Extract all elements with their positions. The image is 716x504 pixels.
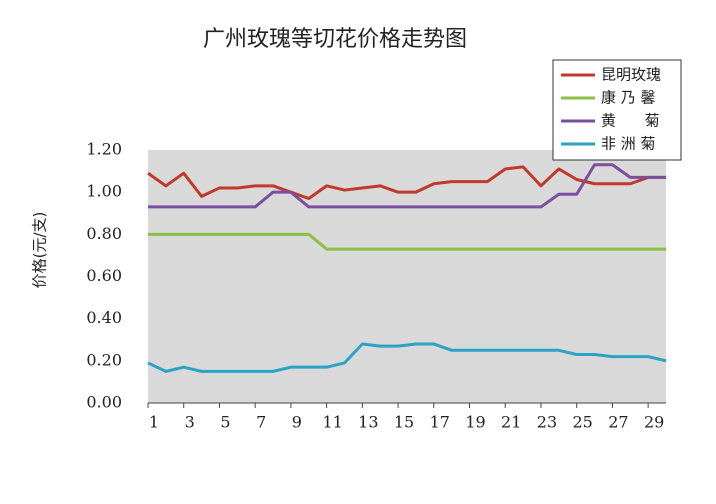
line-series xyxy=(147,342,667,373)
line-series xyxy=(148,163,666,209)
x-tick-label: 7 xyxy=(256,413,266,432)
y-tick-label: 0.00 xyxy=(86,393,122,412)
y-tick-label: 0.20 xyxy=(86,350,122,369)
y-tick-label: 1.00 xyxy=(86,182,122,201)
line-series xyxy=(148,232,666,251)
y-axis-label: 价格(元/支) xyxy=(31,212,49,289)
x-tick-label: 11 xyxy=(322,413,342,432)
x-tick-label: 9 xyxy=(292,413,302,432)
y-tick-label: 0.80 xyxy=(86,224,122,243)
chart-title: 广州玫瑰等切花价格走势图 xyxy=(203,27,467,52)
y-tick-label: 1.20 xyxy=(86,140,122,159)
x-tick-label: 1 xyxy=(149,413,159,432)
x-tick-label: 13 xyxy=(358,413,378,432)
x-tick-label: 23 xyxy=(537,413,557,432)
y-tick-label: 0.40 xyxy=(86,308,122,327)
x-tick-label: 29 xyxy=(644,413,664,432)
x-tick-label: 17 xyxy=(430,413,450,432)
x-tick-label: 5 xyxy=(220,413,230,432)
x-tick-label: 27 xyxy=(608,413,628,432)
line-series xyxy=(147,165,666,200)
x-tick-label: 19 xyxy=(465,413,485,432)
legend-label: 黄 菊 xyxy=(601,112,660,130)
legend-label: 昆明玫瑰 xyxy=(601,66,661,84)
x-tick-label: 15 xyxy=(394,413,414,432)
y-tick-label: 0.60 xyxy=(86,266,122,285)
x-tick-label: 21 xyxy=(501,413,521,432)
legend-label: 非 洲 菊 xyxy=(601,135,656,153)
x-tick-label: 3 xyxy=(185,413,195,432)
legend-label: 康 乃 馨 xyxy=(601,89,656,107)
x-tick-label: 25 xyxy=(573,413,593,432)
